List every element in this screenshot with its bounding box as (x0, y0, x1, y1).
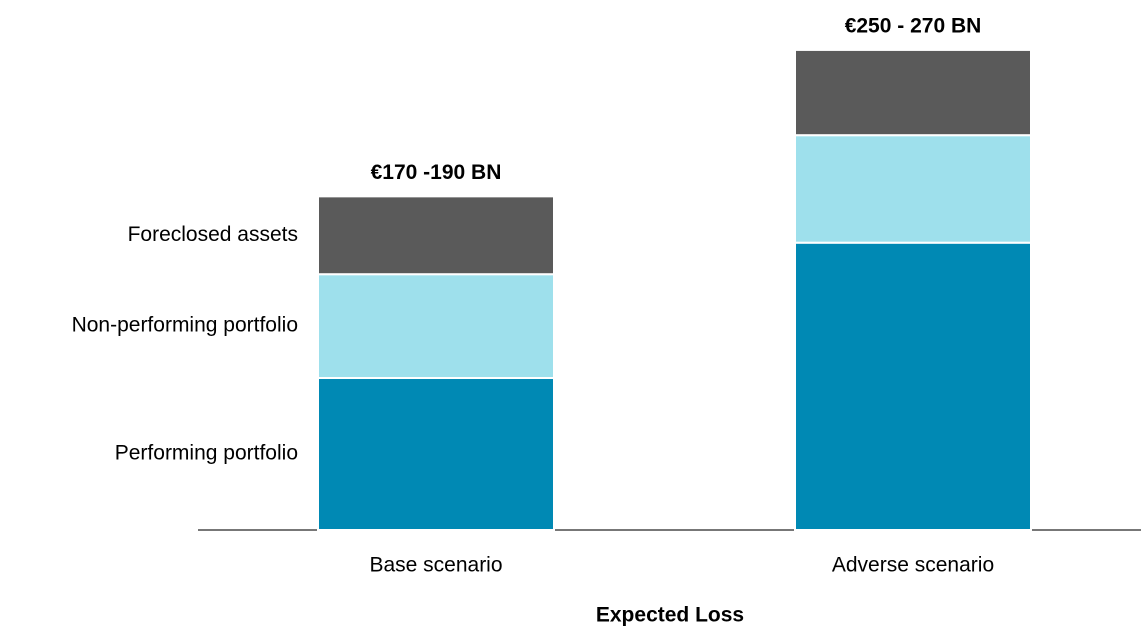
x-axis-label: Expected Loss (596, 604, 744, 627)
total-label: €170 -190 BN (371, 161, 502, 184)
total-label: €250 - 270 BN (845, 14, 982, 37)
bar-segment (317, 273, 555, 380)
x-tick-label: Base scenario (369, 554, 502, 577)
x-tick-label: Adverse scenario (832, 554, 994, 577)
bar-segment (794, 134, 1032, 244)
bar-segment (317, 195, 555, 276)
bar-segment (794, 48, 1032, 137)
bar-segment (317, 377, 555, 531)
legend-label: Performing portfolio (115, 442, 298, 465)
legend-label: Non-performing portfolio (72, 314, 298, 337)
bar-segment (794, 241, 1032, 531)
legend-label: Foreclosed assets (128, 223, 298, 246)
